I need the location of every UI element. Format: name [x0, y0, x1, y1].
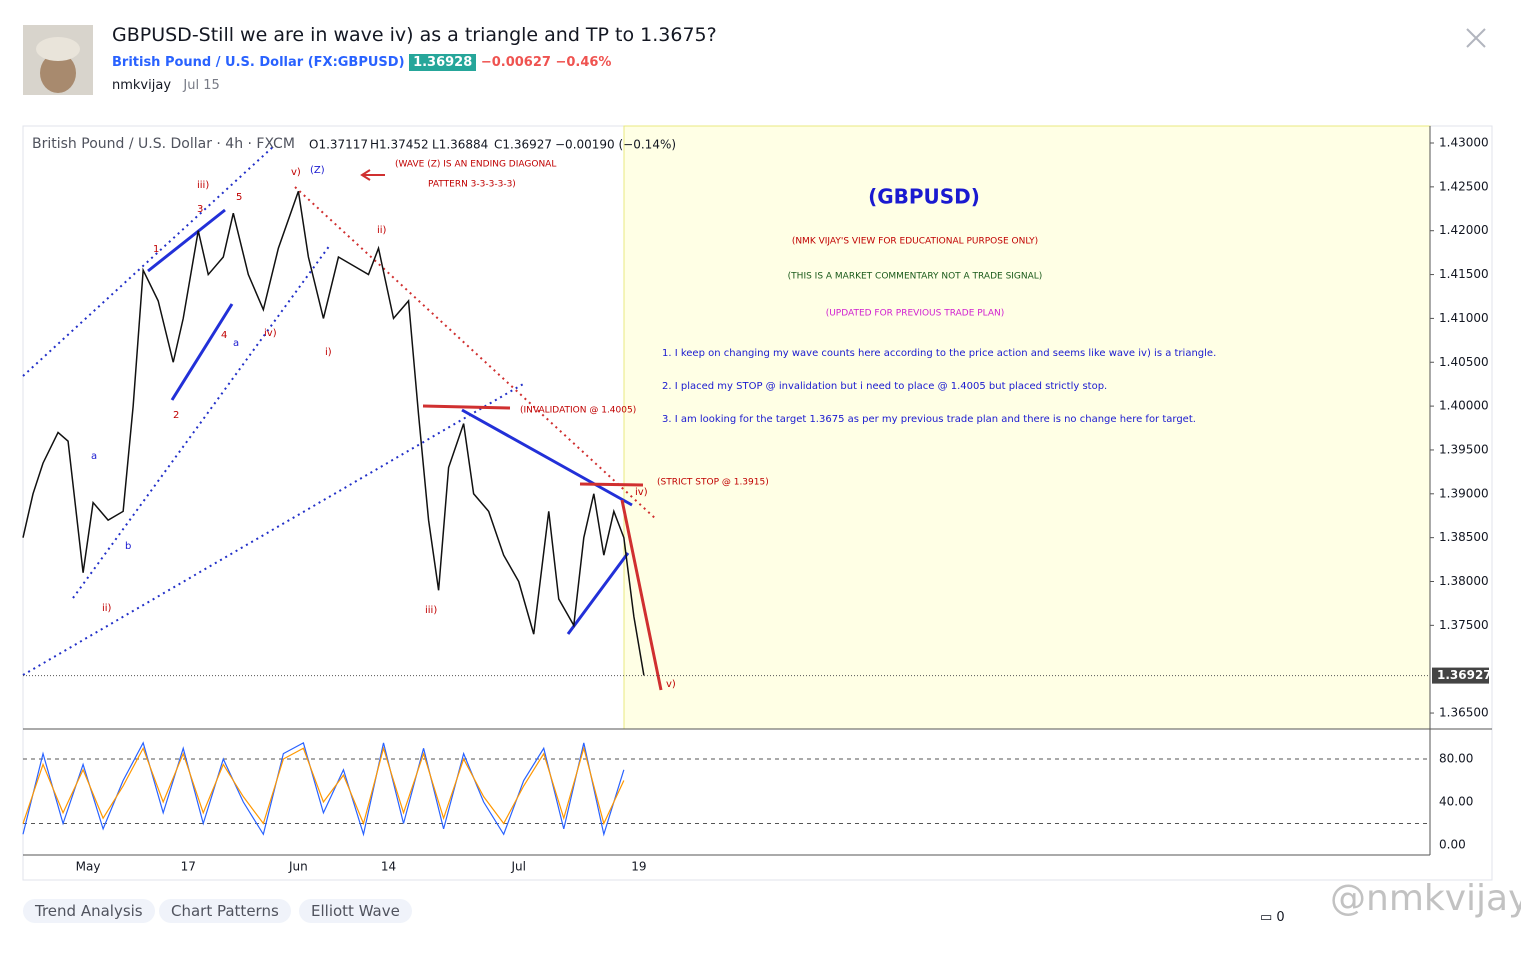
date: Jul 15 — [183, 78, 220, 93]
change: −0.00627 — [480, 55, 551, 70]
notes-line: (THIS IS A MARKET COMMENTARY NOT A TRADE… — [788, 272, 1043, 282]
annotation: (INVALIDATION @ 1.4005) — [520, 406, 636, 416]
wave-label: a — [91, 451, 97, 462]
x-tick-label: 17 — [181, 860, 196, 874]
x-tick-label: May — [76, 860, 101, 874]
y-tick-label: 1.38500 — [1439, 530, 1489, 544]
annotation: (WAVE (Z) IS AN ENDING DIAGONAL — [395, 160, 556, 170]
legend-ohlc: H1.37452 — [370, 138, 429, 152]
y-tick-label: 1.42500 — [1439, 179, 1489, 193]
author[interactable]: nmkvijay — [112, 78, 172, 93]
y-tick-label: 1.37500 — [1439, 618, 1489, 632]
notes-point: 2. I placed my STOP @ invalidation but i… — [662, 381, 1107, 392]
symbol-line: British Pound / U.S. Dollar (FX:GBPUSD) … — [112, 54, 612, 71]
highlight-zone — [623, 125, 1431, 730]
last-price-label: 1.36927 — [1437, 668, 1492, 682]
tag[interactable]: Trend Analysis — [23, 899, 155, 923]
notes-line: (UPDATED FOR PREVIOUS TRADE PLAN) — [826, 309, 1005, 319]
avatar[interactable] — [23, 25, 93, 95]
change-pct: −0.46% — [555, 55, 612, 70]
watermark: @nmkvijay — [1330, 878, 1521, 919]
y-tick-label: 1.43000 — [1439, 136, 1489, 150]
wave-label: ii) — [377, 225, 387, 236]
wave-label: 1 — [153, 244, 159, 255]
y-tick-label: 1.41500 — [1439, 267, 1489, 281]
exchange[interactable]: (FX:GBPUSD) — [307, 55, 405, 70]
osc-line — [22, 746, 625, 826]
osc-tick-label: 40.00 — [1439, 795, 1473, 809]
wave-label: 4 — [221, 330, 227, 341]
wave-label: iii) — [197, 180, 209, 191]
osc-tick-label: 80.00 — [1439, 752, 1473, 766]
annotation: (STRICT STOP @ 1.3915) — [657, 478, 769, 488]
legend-ohlc: O1.37117 — [309, 138, 368, 152]
legend-ohlc: C1.36927 — [494, 138, 552, 152]
legend-ohlc: L1.36884 — [432, 138, 488, 152]
tag[interactable]: Chart Patterns — [159, 899, 291, 923]
price-line — [22, 190, 645, 676]
osc-tick-label: 0.00 — [1439, 838, 1466, 852]
wave-label: b — [125, 541, 131, 552]
wave-label: iii) — [425, 605, 437, 616]
y-tick-label: 1.40500 — [1439, 355, 1489, 369]
wave-label: iv) — [264, 328, 277, 339]
legend-ohlc: −0.00190 (−0.14%) — [555, 138, 676, 152]
author-line: nmkvijay Jul 15 — [112, 78, 220, 93]
idea-title: GBPUSD-Still we are in wave iv) as a tri… — [112, 24, 717, 46]
wave-label: v) — [291, 167, 301, 178]
wave-label: 2 — [173, 410, 179, 421]
osc-line — [22, 741, 625, 837]
y-tick-label: 1.42000 — [1439, 223, 1489, 237]
x-tick-label: 19 — [631, 860, 646, 874]
wave-label: v) — [666, 679, 676, 690]
price: 1.36928 — [409, 54, 477, 71]
y-tick-label: 1.36500 — [1439, 706, 1489, 720]
y-tick-label: 1.39000 — [1439, 486, 1489, 500]
wave-label: a — [233, 338, 239, 349]
notes-point: 1. I keep on changing my wave counts her… — [662, 348, 1216, 359]
notes-heading: (GBPUSD) — [868, 185, 980, 209]
comments[interactable]: ▭ 0 — [1260, 910, 1285, 925]
x-tick-label: Jul — [510, 860, 525, 874]
y-tick-label: 1.40000 — [1439, 399, 1489, 413]
wave-label: 5 — [236, 192, 242, 203]
wave-label: ii) — [102, 603, 112, 614]
y-tick-label: 1.39500 — [1439, 442, 1489, 456]
wave-label: iv) — [635, 487, 648, 498]
wave-label: i) — [325, 347, 332, 358]
comment-count: 0 — [1276, 910, 1285, 925]
close-button[interactable] — [1466, 28, 1486, 48]
wave-label: (Z) — [310, 165, 325, 176]
notes-point: 3. I am looking for the target 1.3675 as… — [662, 414, 1196, 425]
legend-name: British Pound / U.S. Dollar · 4h · FXCM — [32, 136, 295, 152]
last-price-box — [1432, 667, 1489, 684]
x-tick-label: Jun — [288, 860, 308, 874]
x-tick-label: 14 — [381, 860, 396, 874]
y-tick-label: 1.41000 — [1439, 311, 1489, 325]
notes-line: (NMK VIJAY'S VIEW FOR EDUCATIONAL PURPOS… — [792, 237, 1038, 247]
annotation: PATTERN 3-3-3-3-3) — [428, 180, 516, 190]
wave-label: 3 — [197, 204, 203, 215]
y-tick-label: 1.38000 — [1439, 574, 1489, 588]
tag[interactable]: Elliott Wave — [299, 899, 412, 923]
drawings — [22, 144, 663, 691]
symbol[interactable]: British Pound / U.S. Dollar — [112, 55, 304, 70]
